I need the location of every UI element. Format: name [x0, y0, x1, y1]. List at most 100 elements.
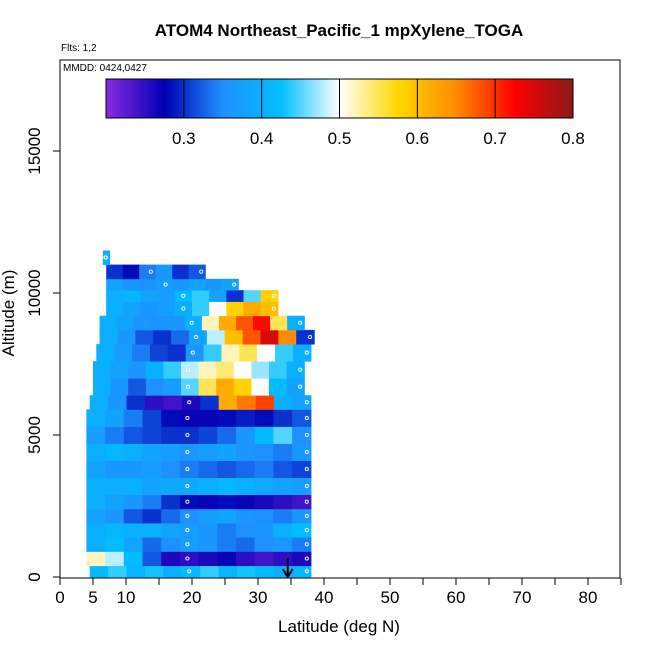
heatmap-cell [105, 494, 125, 510]
heatmap-cell [221, 278, 239, 291]
heatmap-cell [86, 508, 106, 524]
colorbar-tick-label: 0.4 [250, 129, 274, 148]
heatmap-cell [123, 477, 144, 496]
heatmap-cell [273, 477, 293, 496]
heatmap-cell [86, 426, 106, 444]
sample-point [271, 293, 276, 298]
heatmap-cell [286, 361, 305, 379]
sample-point [304, 528, 309, 533]
x-tick-label: 20 [183, 588, 202, 607]
heatmap-cell [236, 551, 256, 567]
heatmap-cell [149, 344, 169, 362]
heatmap-cell [217, 426, 237, 444]
sample-point [304, 432, 309, 438]
heatmap-cell [142, 523, 162, 538]
heatmap-cell [273, 460, 293, 478]
heatmap-cell [163, 361, 182, 379]
heatmap-cell [142, 508, 162, 524]
heatmap-cell [122, 278, 140, 291]
sample-point [185, 528, 190, 533]
chart-title: ATOM4 Northeast_Pacific_1 mpXylene_TOGA [155, 21, 523, 40]
heatmap-cell [179, 551, 200, 567]
heatmap-cell [286, 378, 305, 396]
heatmap-cell [161, 443, 181, 461]
heatmap-cell [218, 315, 237, 331]
heatmap-cell [110, 378, 129, 396]
y-tick-label: 0 [25, 572, 44, 581]
heatmap-layer [86, 250, 315, 578]
heatmap-cell [153, 329, 172, 345]
heatmap-cell [140, 290, 159, 302]
heatmap-cell [105, 409, 125, 427]
heatmap-cell [161, 426, 181, 444]
heatmap-cell [155, 264, 173, 280]
y-tick-label: 5000 [25, 416, 44, 454]
sample-point [148, 269, 153, 274]
heatmap-cell [217, 409, 237, 427]
heatmap-cell [254, 551, 274, 567]
sample-point [194, 334, 199, 340]
sample-point [304, 569, 309, 574]
x-axis-label: Latitude (deg N) [278, 617, 400, 636]
heatmap-cell [269, 378, 288, 396]
heatmap-cell [161, 409, 181, 427]
heatmap-cell [236, 315, 254, 331]
x-tick-label: 80 [579, 588, 598, 607]
sample-point [185, 467, 190, 472]
heatmap-cell [181, 361, 200, 379]
heatmap-cell [161, 477, 181, 496]
sample-point [304, 499, 309, 504]
heatmap-cell [161, 523, 181, 538]
heatmap-cell [93, 378, 112, 396]
heatmap-cell [106, 278, 124, 291]
sample-point [163, 282, 168, 287]
heatmap-cell [161, 494, 181, 510]
heatmap-cell [123, 290, 142, 302]
heatmap-cell [251, 378, 270, 396]
heatmap-cell [260, 290, 279, 302]
heatmap-cell [181, 565, 201, 578]
heatmap-cell [198, 523, 218, 538]
sample-point [304, 415, 309, 421]
heatmap-cell [200, 565, 220, 578]
sample-point [185, 415, 190, 421]
heatmap-cell [292, 460, 312, 478]
heatmap-cell [128, 378, 147, 396]
heatmap-cell [172, 264, 190, 280]
heatmap-cell [198, 477, 218, 496]
heatmap-cell [217, 537, 237, 552]
sample-point [185, 384, 191, 389]
heatmap-cell [163, 565, 183, 578]
heatmap-cell [218, 565, 238, 578]
heatmap-cell [140, 301, 159, 317]
heatmap-cell [237, 565, 257, 578]
heatmap-cell [236, 460, 256, 478]
heatmap-cell [128, 361, 147, 379]
heatmap-cell [236, 443, 256, 461]
heatmap-cell [243, 290, 262, 302]
heatmap-cell [218, 395, 238, 410]
x-tick-label: 40 [315, 588, 334, 607]
heatmap-cell [123, 494, 144, 510]
heatmap-cell [251, 361, 270, 379]
heatmap-cell [145, 361, 164, 379]
heatmap-cell [198, 378, 217, 396]
heatmap-cell [105, 460, 125, 478]
heatmap-cell [86, 460, 106, 478]
heatmap-cell [105, 426, 125, 444]
heatmap-cell [273, 537, 293, 552]
heatmap-cell [105, 551, 125, 567]
heatmap-cell [292, 409, 312, 427]
heatmap-cell [278, 329, 297, 345]
heatmap-cell [216, 361, 235, 379]
heatmap-cell [236, 426, 256, 444]
heatmap-cell [93, 361, 112, 379]
colorbar-tick-label: 0.7 [483, 129, 507, 148]
heatmap-cell [188, 278, 206, 291]
heatmap-cell [292, 508, 312, 524]
sample-point [181, 293, 186, 298]
heatmap-cell [105, 443, 125, 461]
heatmap-cell [198, 494, 218, 510]
heatmap-cell [198, 443, 218, 461]
